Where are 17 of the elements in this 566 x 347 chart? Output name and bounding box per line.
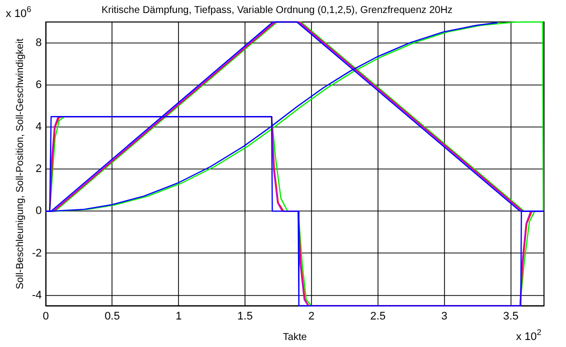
y-axis-title: Soll-Beschleunigung, Soll-Position, Soll-Geschwindigkeit <box>14 38 26 290</box>
x-tick-label: 2.5 <box>370 310 386 322</box>
y-tick-label: 2 <box>36 163 42 176</box>
y-tick-label: 4 <box>36 121 42 134</box>
x-tick-label: 3 <box>441 310 448 322</box>
y-tick-label: 0 <box>36 205 42 218</box>
y-tick-label: -2 <box>32 247 42 260</box>
x-tick-label: 0.5 <box>104 310 120 322</box>
chart-title: Kritische Dämpfung, Tiefpass, Variable Ordnung (0,1,2,5), Grenzfrequenz 20Hz <box>101 4 453 16</box>
x-axis-title: Takte <box>282 332 308 343</box>
x-tick-label: 1 <box>176 310 182 322</box>
y-tick-label: 6 <box>36 79 42 92</box>
y-tick-label: 8 <box>36 37 42 50</box>
x-tick-label: 3.5 <box>503 310 518 322</box>
x-tick-label: 1.5 <box>237 310 253 322</box>
y-tick-label: -4 <box>32 289 42 302</box>
x-tick-label: 2 <box>308 310 315 322</box>
